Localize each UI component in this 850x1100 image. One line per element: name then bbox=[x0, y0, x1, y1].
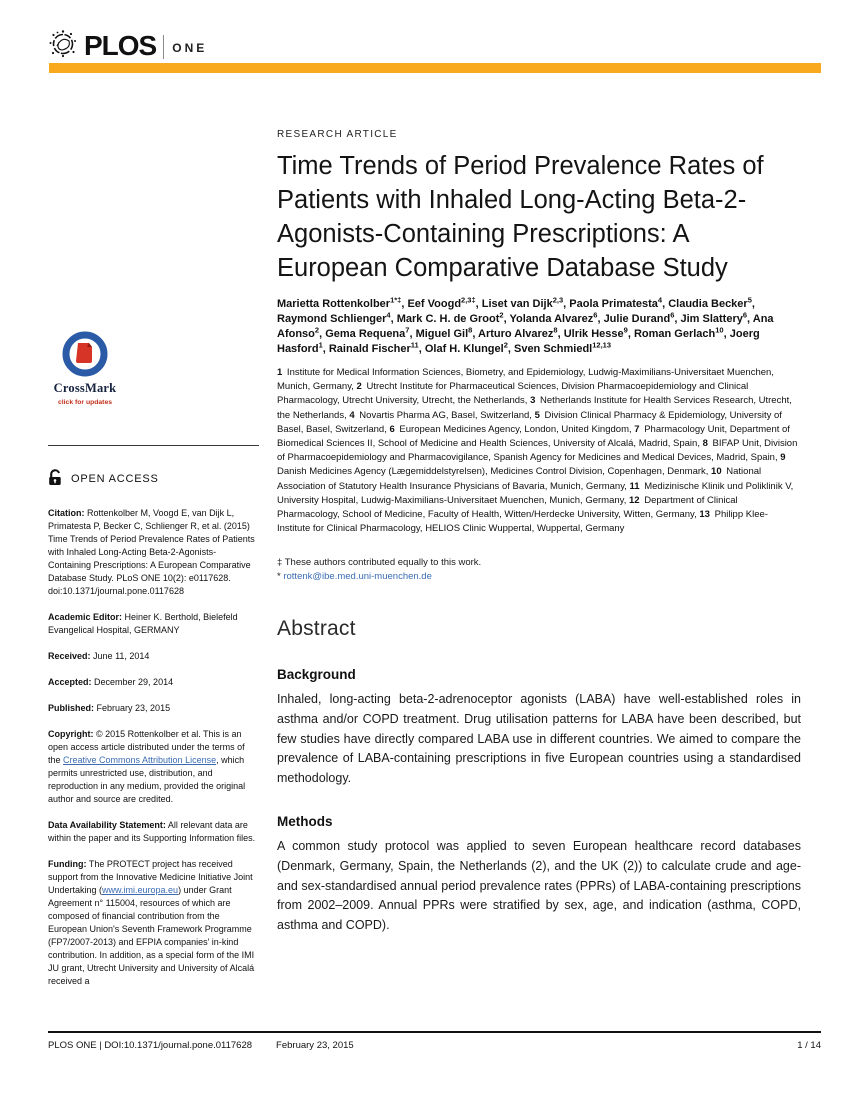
author-name: Claudia Becker5, bbox=[668, 295, 755, 310]
author-name: Mark C. H. de Groot2, bbox=[396, 310, 510, 325]
copyright-text-post: , which permits unrestricted use, distri… bbox=[48, 755, 246, 804]
published-date: February 23, 2015 bbox=[96, 703, 171, 713]
equal-contribution-note: ‡ These authors contributed equally to t… bbox=[277, 557, 482, 569]
data-availability-label: Data Availability Statement: bbox=[48, 820, 166, 830]
affiliation-item: 13 Philipp Klee-Institute for Clinical P… bbox=[277, 509, 768, 535]
affiliation-item: 11 Medizinische Klinik und Poliklinik V,… bbox=[277, 480, 794, 506]
methods-heading: Methods bbox=[277, 814, 333, 830]
author-list: Marietta Rottenkolber1*‡, Eef Voogd2,3‡,… bbox=[277, 295, 801, 357]
accepted-block: Accepted: December 29, 2014 bbox=[48, 676, 259, 689]
affiliation-item: 2 Utrecht Institute for Pharmaceutical S… bbox=[277, 381, 749, 407]
author-name: Rainald Fischer11, bbox=[328, 340, 425, 355]
author-name: Marietta Rottenkolber1*‡, bbox=[277, 295, 408, 310]
article-title: Time Trends of Period Prevalence Rates o… bbox=[277, 152, 764, 282]
plos-globe-icon bbox=[48, 28, 78, 63]
affiliation-item: 8 BIFAP Unit, Division of Pharmacoepidem… bbox=[277, 438, 798, 464]
affiliation-item: 5 Division Clinical Pharmacy & Epidemiol… bbox=[277, 409, 782, 435]
author-name: Ana Afonso2, bbox=[277, 313, 774, 340]
published-label: Published: bbox=[48, 703, 95, 713]
open-access-row: OPEN ACCESS bbox=[48, 469, 259, 490]
received-date: June 11, 2014 bbox=[93, 651, 150, 661]
header-accent-bar bbox=[49, 63, 821, 73]
author-name: Ulrik Hesse9, bbox=[563, 325, 634, 340]
affiliation-item: 4 Novartis Pharma AG, Basel, Switzerland… bbox=[349, 409, 535, 421]
footer-divider bbox=[48, 1031, 821, 1033]
author-name: Miguel Gil8, bbox=[415, 325, 479, 340]
author-name: Eef Voogd2,3‡, bbox=[407, 295, 482, 310]
email-marker: * bbox=[277, 571, 281, 583]
background-text: Inhaled, long-acting beta-2-adrenoceptor… bbox=[277, 692, 801, 785]
footer-doi: PLOS ONE | DOI:10.1371/journal.pone.0117… bbox=[48, 1040, 253, 1051]
author-name: Liset van Dijk2,3, bbox=[481, 295, 570, 310]
sidebar-divider bbox=[48, 445, 259, 446]
affiliation-item: 7 Pharmacology Unit, Department of Biome… bbox=[277, 423, 790, 450]
academic-editor-block: Academic Editor: Heiner K. Berthold, Bie… bbox=[48, 611, 259, 637]
funding-label: Funding: bbox=[48, 859, 87, 869]
crossmark-icon bbox=[62, 331, 108, 379]
affiliation-item: 3 Netherlands Institute for Health Servi… bbox=[277, 395, 792, 421]
crossmark-title: CrossMark bbox=[53, 381, 117, 395]
page-footer: PLOS ONE | DOI:10.1371/journal.pone.0117… bbox=[48, 1040, 821, 1051]
plos-logo: PLOS ONE bbox=[48, 28, 207, 63]
academic-editor-label: Academic Editor: bbox=[48, 612, 123, 622]
author-name: Paola Primatesta4, bbox=[569, 295, 669, 310]
footer-page-number: 1 / 14 bbox=[797, 1040, 821, 1051]
affiliation-item: 1 Institute for Medical Information Scie… bbox=[277, 367, 774, 393]
citation-label: Citation: bbox=[48, 508, 85, 518]
crossmark-subtitle: click for updates bbox=[57, 399, 112, 406]
corresponding-author-line: * rottenk@ibe.med.uni-muenchen.de bbox=[277, 570, 801, 583]
author-name: Sven Schmiedl12,13 bbox=[513, 340, 612, 355]
open-lock-icon bbox=[48, 469, 63, 490]
copyright-text-pre: © 2015 Rottenkolber et al. This is an op… bbox=[48, 729, 245, 765]
author-name: Olaf H. Klungel2, bbox=[424, 340, 514, 355]
affiliation-item: 12 Department of Clinical Pharmacology, … bbox=[277, 494, 738, 521]
published-block: Published: February 23, 2015 bbox=[48, 702, 259, 715]
article-sidebar: CrossMark click for updates OPEN ACCESS … bbox=[48, 331, 259, 988]
copyright-block: Copyright: © 2015 Rottenkolber et al. Th… bbox=[48, 728, 259, 806]
accepted-date: December 29, 2014 bbox=[94, 677, 174, 687]
journal-name: ONE bbox=[172, 40, 208, 55]
copyright-label: Copyright: bbox=[48, 729, 94, 739]
author-name: Jim Slattery6, bbox=[680, 310, 753, 325]
funding-text-pre: The PROTECT project has received support… bbox=[48, 859, 253, 895]
crossmark-badge[interactable]: CrossMark click for updates bbox=[48, 331, 122, 409]
logo-divider bbox=[163, 34, 165, 59]
received-label: Received: bbox=[48, 651, 91, 661]
author-name: Roman Gerlach10, bbox=[633, 325, 730, 340]
author-name: Arturo Alvarez8, bbox=[478, 325, 564, 340]
plos-wordmark: PLOS bbox=[84, 29, 157, 61]
data-availability-block: Data Availability Statement: All relevan… bbox=[48, 819, 259, 845]
academic-editor-text: Heiner K. Berthold, Bielefeld Evangelica… bbox=[48, 612, 238, 635]
author-name: Gema Requena7, bbox=[325, 325, 416, 340]
citation-block: Citation: Rottenkolber M, Voogd E, van D… bbox=[48, 507, 259, 598]
article-main: RESEARCH ARTICLE Time Trends of Period P… bbox=[277, 129, 801, 935]
methods-text: A common study protocol was applied to s… bbox=[277, 839, 801, 932]
author-name: Yolanda Alvarez6, bbox=[509, 310, 604, 325]
cc-license-link[interactable]: Creative Commons Attribution License bbox=[63, 755, 217, 765]
author-name: Julie Durand6, bbox=[603, 310, 681, 325]
data-availability-text: All relevant data are within the paper a… bbox=[48, 820, 256, 843]
corresponding-email-link[interactable]: rottenk@ibe.med.uni-muenchen.de bbox=[283, 571, 432, 583]
received-block: Received: June 11, 2014 bbox=[48, 650, 259, 663]
affiliation-item: 9 Danish Medicines Agency (Lægemiddelsty… bbox=[277, 452, 786, 478]
footer-date: February 23, 2015 bbox=[276, 1040, 354, 1051]
affiliation-list: 1 Institute for Medical Information Scie… bbox=[277, 366, 801, 536]
funding-block: Funding: The PROTECT project has receive… bbox=[48, 858, 259, 988]
citation-text: Rottenkolber M, Voogd E, van Dijk L, Pri… bbox=[48, 508, 255, 596]
author-name: Raymond Schlienger4, bbox=[277, 310, 397, 325]
imi-link[interactable]: www.imi.europa.eu bbox=[102, 885, 179, 895]
funding-text-post: ) under Grant Agreement n° 115004, resou… bbox=[48, 885, 255, 986]
accepted-label: Accepted: bbox=[48, 677, 92, 687]
article-type-kicker: RESEARCH ARTICLE bbox=[277, 129, 398, 140]
abstract-heading: Abstract bbox=[277, 617, 356, 641]
open-access-label: OPEN ACCESS bbox=[71, 473, 159, 485]
affiliation-item: 10 National Association of Statutory Hea… bbox=[277, 466, 762, 492]
background-heading: Background bbox=[277, 667, 356, 683]
affiliation-item: 6 European Medicines Agency, London, Uni… bbox=[389, 423, 635, 435]
author-name: Joerg Hasford1, bbox=[277, 328, 760, 355]
